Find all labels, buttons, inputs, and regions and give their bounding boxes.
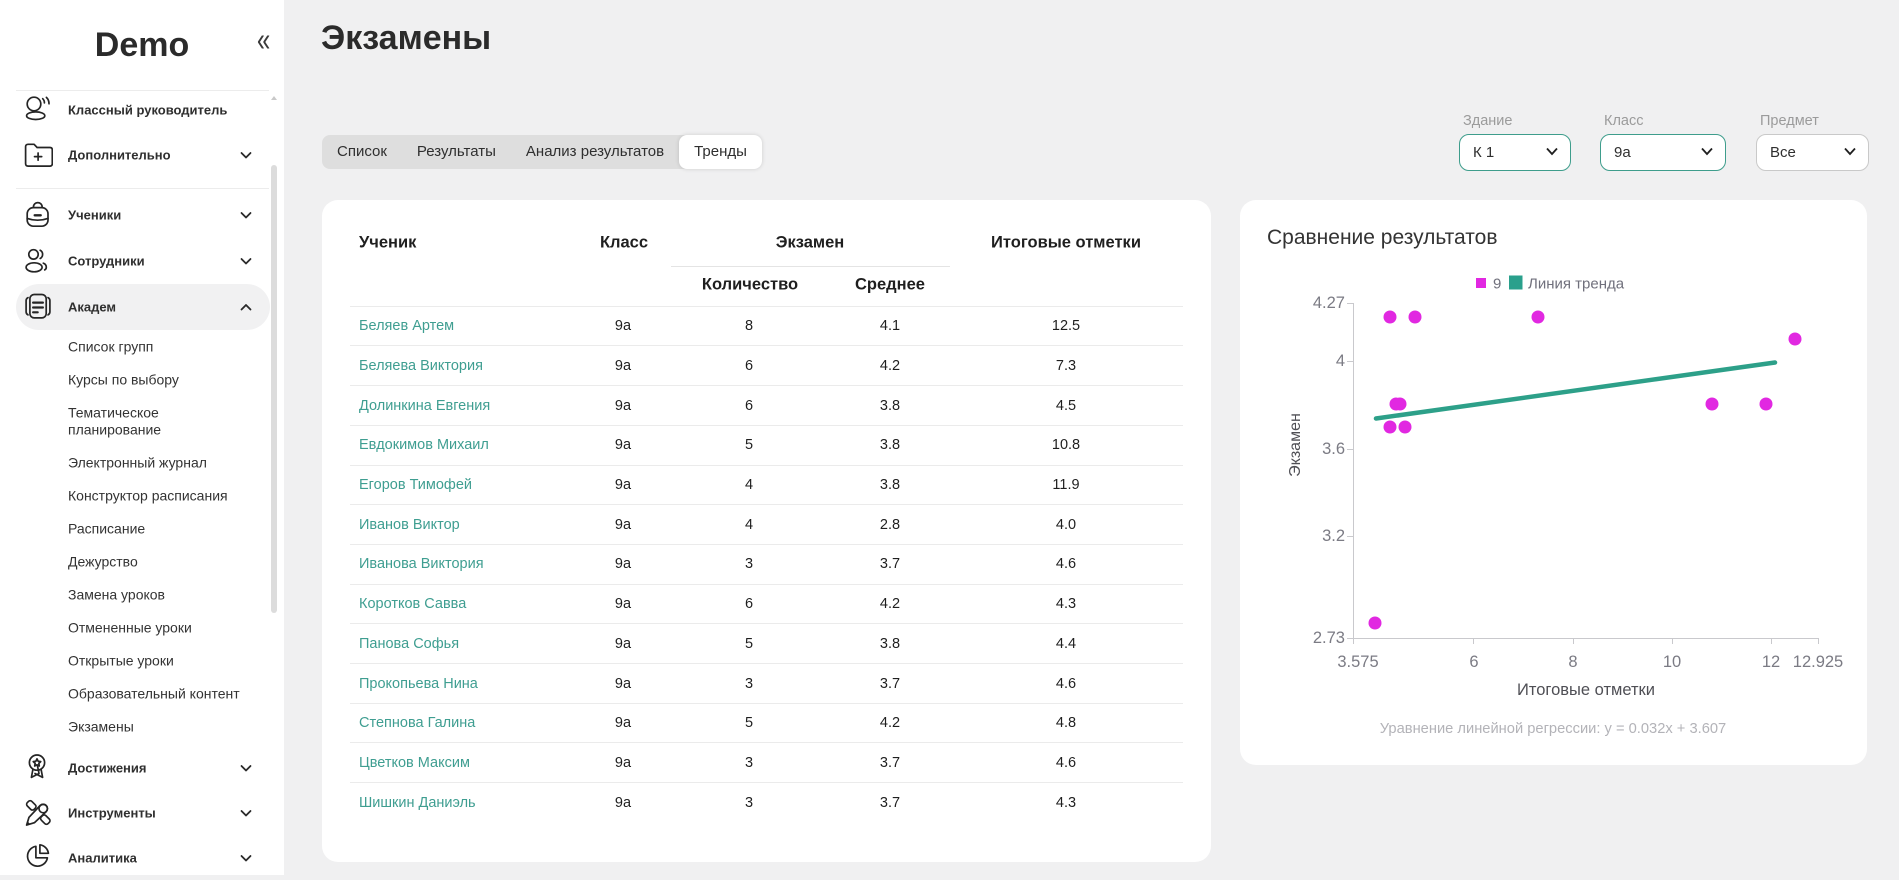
svg-text:6: 6 (1469, 653, 1478, 671)
svg-text:9: 9 (1493, 276, 1501, 293)
svg-text:3.6: 3.6 (1322, 440, 1345, 458)
svg-text:12.925: 12.925 (1793, 653, 1843, 671)
svg-text:Уравнение линейной регрессии:: Уравнение линейной регрессии: y = 0.032x… (1380, 721, 1726, 737)
svg-text:Линия тренда: Линия тренда (1528, 276, 1625, 293)
svg-text:10: 10 (1663, 653, 1681, 671)
svg-text:4.27: 4.27 (1313, 294, 1345, 312)
svg-text:3.575: 3.575 (1337, 653, 1378, 671)
svg-text:8: 8 (1568, 653, 1577, 671)
svg-text:12: 12 (1762, 653, 1780, 671)
svg-text:2.73: 2.73 (1313, 629, 1345, 647)
svg-text:Итоговые отметки: Итоговые отметки (1517, 681, 1655, 699)
svg-text:3.2: 3.2 (1322, 527, 1345, 545)
svg-text:Экзамен: Экзамен (1287, 413, 1304, 477)
svg-text:4: 4 (1336, 352, 1345, 370)
